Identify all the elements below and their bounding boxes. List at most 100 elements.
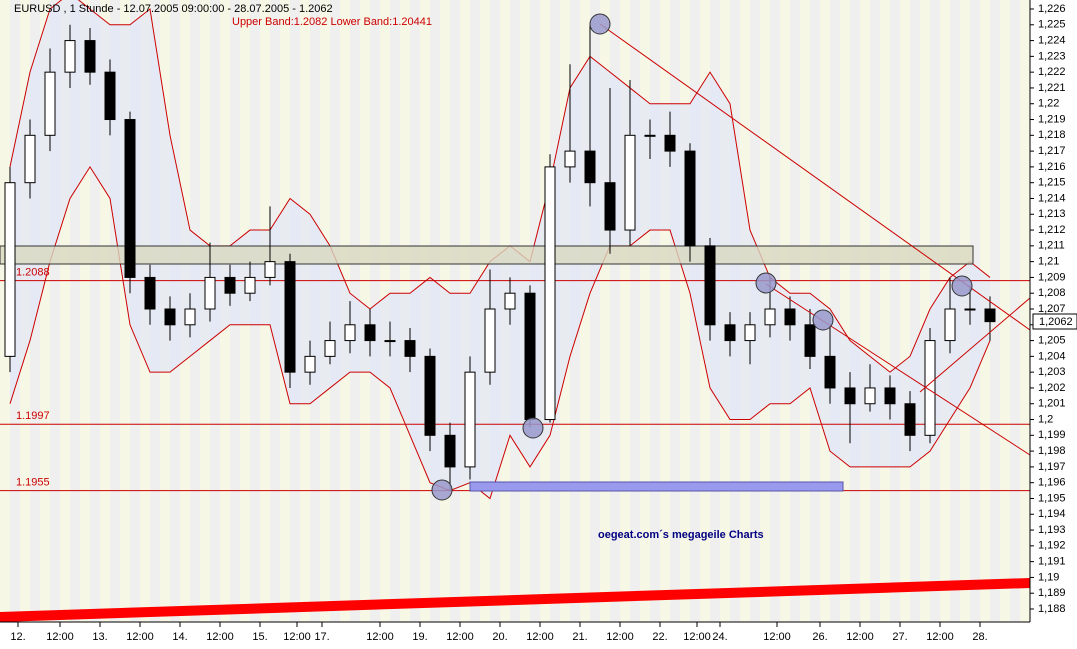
candle-body [444,434,456,468]
x-tick-label: 12:00 [606,631,634,643]
x-tick-label: 20. [492,631,507,643]
stripe [680,0,690,622]
x-tick-label: 28. [972,631,987,643]
candle-body [224,276,236,294]
y-tick-label: 1,225 [1038,19,1066,31]
y-tick-label: 1,192 [1038,540,1066,552]
candle-body [24,134,36,184]
pivot [951,275,973,297]
x-tick-label: 12:00 [763,631,791,643]
y-tick-label: 1,201 [1038,398,1066,410]
candle-body [44,71,56,136]
candle-body [384,340,396,343]
y-tick-label: 1,204 [1038,350,1066,362]
y-tick-label: 1,202 [1038,382,1066,394]
stripe [60,0,70,622]
stripe [100,0,110,622]
long-trend-line [0,578,1030,622]
current-price: 1,2062 [1039,316,1073,328]
y-tick-label: 1,223 [1038,50,1066,62]
candle-body [504,292,516,310]
candle-body [124,119,136,278]
candle-body [544,166,556,421]
candle-body [844,387,856,405]
y-tick-label: 1,214 [1038,192,1066,204]
stripe [910,0,920,622]
stripe [80,0,90,622]
candle-body [404,340,416,357]
candle-body [64,40,76,73]
y-tick-label: 1,208 [1038,287,1066,299]
stripe [880,0,890,622]
y-tick-label: 1,191 [1038,556,1066,568]
level-label: 1.1997 [16,410,50,422]
candle-body [724,324,736,342]
candle-body [324,340,336,357]
y-tick-label: 1,193 [1038,524,1066,536]
stripe [840,0,850,622]
candle-body [584,150,596,184]
stripe [900,0,910,622]
candle-body [144,276,156,310]
stripe [920,0,930,622]
y-tick-label: 1,205 [1038,334,1066,346]
trend-line [765,283,1031,456]
x-tick-label: 27. [892,631,907,643]
stripe [110,0,120,622]
stripe [1020,0,1030,622]
y-tick-label: 1,222 [1038,66,1066,78]
stripe [890,0,900,622]
candle-body [944,308,956,342]
y-tick-label: 1,22 [1038,98,1059,110]
stripe [50,0,60,622]
pivot [812,309,834,331]
candle-body [864,387,876,405]
y-tick-label: 1,224 [1038,34,1066,46]
y-tick-label: 1,216 [1038,161,1066,173]
stripe [830,0,840,622]
y-tick-label: 1,198 [1038,445,1066,457]
y-tick-label: 1,207 [1038,303,1066,315]
chart-title: EURUSD , 1 Stunde - 12.07.2005 09:00:00 … [14,3,333,15]
candle-body [684,150,696,247]
lower-band [9,165,991,500]
x-tick-label: 17. [314,631,329,643]
candle-body [364,324,376,342]
y-tick-label: 1,197 [1038,461,1066,473]
trend-line [919,297,1031,393]
candle-body [764,308,776,326]
candle-body [184,308,196,326]
stripe [670,0,680,622]
x-tick-label: 24. [712,631,727,643]
stripe [580,0,590,622]
candle-body [4,182,16,357]
candle-body [964,308,976,311]
axes: 1,226 1,225 1,224 1,223 1,222 1,221 1,22 1,219 1… [10,3,1065,643]
x-tick-label: 14. [172,631,187,643]
candle-body [804,324,816,357]
stripe [650,0,660,622]
x-tick-label: 13. [92,631,107,643]
x-tick-label: 12:00 [283,631,311,643]
stripe [90,0,100,622]
y-tick-label: 1,2 [1038,413,1053,425]
y-tick-label: 1,221 [1038,82,1066,94]
y-tick-label: 1,21 [1038,256,1059,268]
support-box [469,481,844,492]
y-tick-label: 1,199 [1038,429,1066,441]
candle-body [704,245,716,326]
x-tick-label: 12:00 [526,631,554,643]
x-tick-label: 15. [252,631,267,643]
y-tick-label: 1,188 [1038,603,1066,615]
candle-body [884,387,896,405]
candle-body [824,355,836,389]
candle-body [464,371,476,468]
y-tick-label: 1,209 [1038,271,1066,283]
y-tick-label: 1,212 [1038,224,1066,236]
candle-body [624,134,636,231]
stripe [40,0,50,622]
chart-subtitle: Upper Band:1.2082 Lower Band:1.20441 [232,16,432,28]
pivot [431,479,453,501]
stripe [120,0,130,622]
